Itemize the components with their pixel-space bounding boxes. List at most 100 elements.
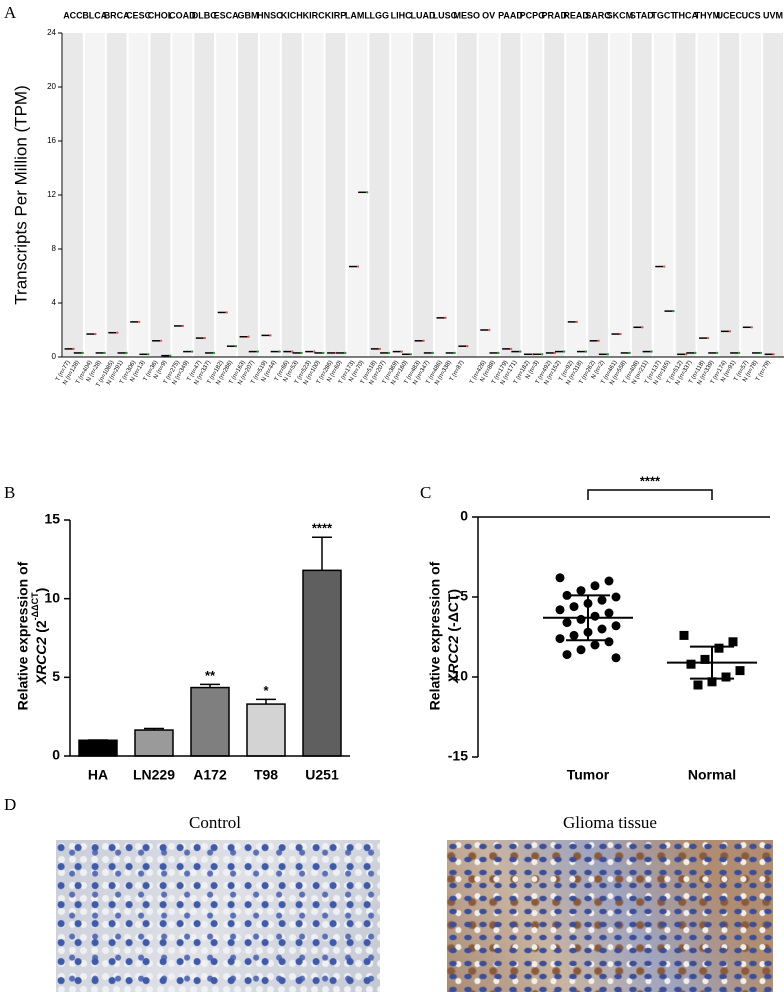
cancer-label: LUSC — [433, 10, 458, 20]
cancer-label: SKCM — [607, 10, 634, 20]
significance: **** — [312, 521, 333, 536]
y-tick-label: -10 — [448, 668, 468, 684]
cancer-label: STAD — [630, 10, 654, 20]
x-tick-label: Normal — [688, 767, 736, 783]
normal-median-dot — [147, 353, 150, 356]
group-band — [478, 33, 499, 357]
cancer-label: PRAD — [542, 10, 568, 20]
normal-median-dot — [694, 351, 697, 355]
y-tick-label: 0 — [52, 352, 57, 361]
panel-label: C — [420, 483, 431, 502]
cancer-label: CESC — [126, 10, 152, 20]
normal-median-dot — [584, 350, 588, 353]
group-band — [325, 33, 346, 357]
point — [604, 608, 614, 618]
cancer-label: BLCA — [82, 10, 107, 20]
significance-bracket — [587, 489, 713, 500]
point — [555, 573, 565, 583]
cancer-label: UVM — [763, 10, 783, 20]
normal-median-dot — [606, 353, 610, 356]
tumor-median-dot — [400, 350, 403, 353]
point — [576, 614, 586, 624]
point — [555, 634, 565, 644]
y-axis-title: XRCC2 (-ΔCT) — [445, 589, 461, 684]
tumor-median-dot — [466, 345, 469, 348]
point — [728, 637, 738, 647]
normal-median-dot — [650, 350, 653, 353]
cancer-label: LAML — [345, 10, 370, 20]
point — [597, 595, 607, 605]
cancer-label: LUAD — [411, 10, 436, 20]
group-band — [128, 33, 149, 357]
normal-median-dot — [365, 191, 369, 194]
point — [562, 618, 572, 628]
tumor-median-dot — [247, 335, 250, 338]
normal-median-dot — [541, 353, 544, 356]
tumor-median-dot — [225, 311, 228, 314]
cancer-label: UCEC — [717, 10, 743, 20]
significance: **** — [640, 473, 661, 488]
group-band — [675, 33, 696, 357]
group-band — [544, 33, 565, 357]
y-tick-label: 0 — [460, 508, 468, 524]
normal-median-dot — [278, 350, 281, 353]
group-band — [391, 33, 412, 357]
cancer-label: PCPG — [520, 10, 546, 20]
group-band — [369, 33, 390, 357]
bar — [134, 729, 174, 757]
image-title: Control — [189, 813, 241, 832]
group-band — [719, 33, 740, 357]
y-axis-title: Relative expression of — [427, 561, 443, 710]
x-tick-label: U251 — [305, 767, 339, 783]
normal-median-dot — [409, 353, 413, 356]
point — [569, 630, 579, 640]
cancer-label: THYM — [695, 10, 721, 20]
y-tick-label: 20 — [47, 82, 56, 91]
cancer-label: THCA — [673, 10, 698, 20]
group-band — [566, 33, 587, 357]
group-band — [259, 33, 280, 357]
tumor-median-dot — [663, 265, 666, 268]
gene-name: XRCC2 — [33, 637, 49, 686]
x-tick-label: LN229 — [133, 767, 175, 783]
normal-median-dot — [190, 350, 194, 353]
x-tick-label: T98 — [254, 767, 278, 783]
y-tick-label: -5 — [456, 588, 469, 604]
normal-median-dot — [212, 351, 216, 355]
group-band — [84, 33, 105, 357]
tumor-median-dot — [138, 320, 141, 324]
group-band — [741, 33, 762, 357]
y-tick-label: -15 — [448, 748, 468, 764]
tumor-median-dot — [181, 324, 185, 328]
normal-median-dot — [300, 351, 303, 355]
point — [693, 680, 703, 690]
point — [707, 677, 717, 687]
tumor-median-dot — [72, 347, 75, 351]
group-band — [238, 33, 258, 357]
normal-median-dot — [431, 351, 435, 355]
y-tick-label: 4 — [52, 298, 57, 307]
bar — [246, 703, 286, 757]
tumor-median-dot — [378, 347, 382, 351]
normal-median-dot — [234, 345, 238, 348]
point — [611, 653, 621, 663]
tumor-median-dot — [575, 320, 578, 324]
cancer-label: TGCT — [651, 10, 676, 20]
normal-median-dot — [562, 350, 566, 353]
cancer-label: LIHC — [391, 10, 412, 20]
group-band — [434, 33, 455, 357]
tumor-median-dot — [509, 347, 513, 351]
y-tick-label: 16 — [47, 136, 56, 145]
point — [700, 654, 710, 664]
x-tick-label: HA — [88, 767, 108, 783]
y-tick-label: 12 — [47, 190, 56, 199]
cancer-label: BRCA — [104, 10, 130, 20]
y-tick-label: 24 — [47, 28, 56, 37]
cancer-label: DLBC — [192, 10, 217, 20]
cancer-label: KIRP — [325, 10, 347, 20]
tumor-median-dot — [116, 331, 119, 334]
point — [590, 581, 600, 591]
panel-label: B — [4, 483, 15, 502]
normal-median-dot — [125, 351, 128, 355]
